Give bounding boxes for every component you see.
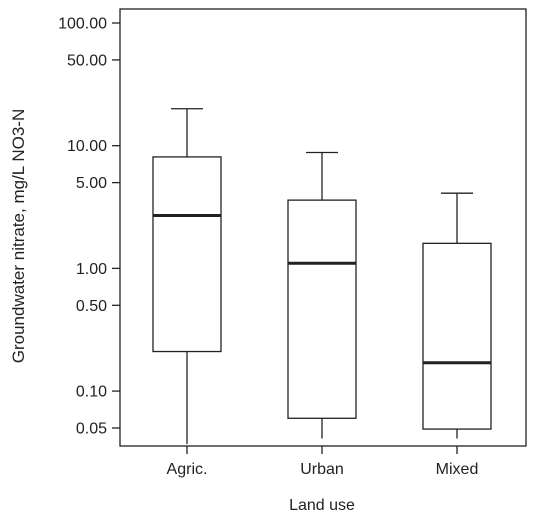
y-tick-label: 5.00 bbox=[76, 175, 107, 192]
iqr-box bbox=[152, 156, 222, 353]
x-tick-label: Urban bbox=[300, 461, 344, 478]
x-axis-label: Land use bbox=[289, 497, 355, 514]
box-agric bbox=[152, 108, 222, 445]
x-tick-label: Mixed bbox=[436, 461, 479, 478]
y-axis: 100.00 50.00 10.00 5.00 1.00 0.50 0.10 0.05 bbox=[58, 16, 120, 438]
y-tick-label: 0.05 bbox=[76, 421, 107, 438]
plot-frame bbox=[119, 8, 527, 447]
y-axis-label: Groundwater nitrate, mg/L NO3-N bbox=[9, 109, 28, 363]
y-tick-label: 100.00 bbox=[58, 16, 107, 33]
y-tick-label: 0.50 bbox=[76, 298, 107, 315]
y-tick-label: 10.00 bbox=[67, 138, 107, 155]
y-tick-label: 50.00 bbox=[67, 52, 107, 69]
box-mixed bbox=[422, 192, 492, 439]
y-tick-label: 1.00 bbox=[76, 261, 107, 278]
x-tick-label: Agric. bbox=[167, 461, 208, 478]
y-tick-label: 0.10 bbox=[76, 384, 107, 401]
box-series bbox=[152, 108, 492, 445]
iqr-box bbox=[287, 199, 357, 419]
box-urban bbox=[287, 151, 357, 439]
x-axis: Agric. Urban Mixed bbox=[167, 446, 479, 478]
iqr-box bbox=[422, 242, 492, 430]
